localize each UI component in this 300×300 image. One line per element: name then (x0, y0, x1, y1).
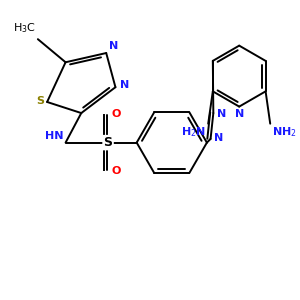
Text: S: S (36, 96, 44, 106)
Text: N: N (217, 109, 226, 119)
Text: HN: HN (45, 131, 64, 141)
Text: N: N (120, 80, 129, 90)
Text: S: S (103, 136, 112, 149)
Text: O: O (112, 166, 121, 176)
Text: N: N (109, 41, 118, 51)
Text: H$_2$N: H$_2$N (182, 125, 206, 139)
Text: N: N (235, 110, 244, 119)
Text: H$_3$C: H$_3$C (13, 22, 36, 35)
Text: NH$_2$: NH$_2$ (272, 125, 297, 139)
Text: O: O (112, 109, 121, 119)
Text: N: N (214, 133, 224, 143)
